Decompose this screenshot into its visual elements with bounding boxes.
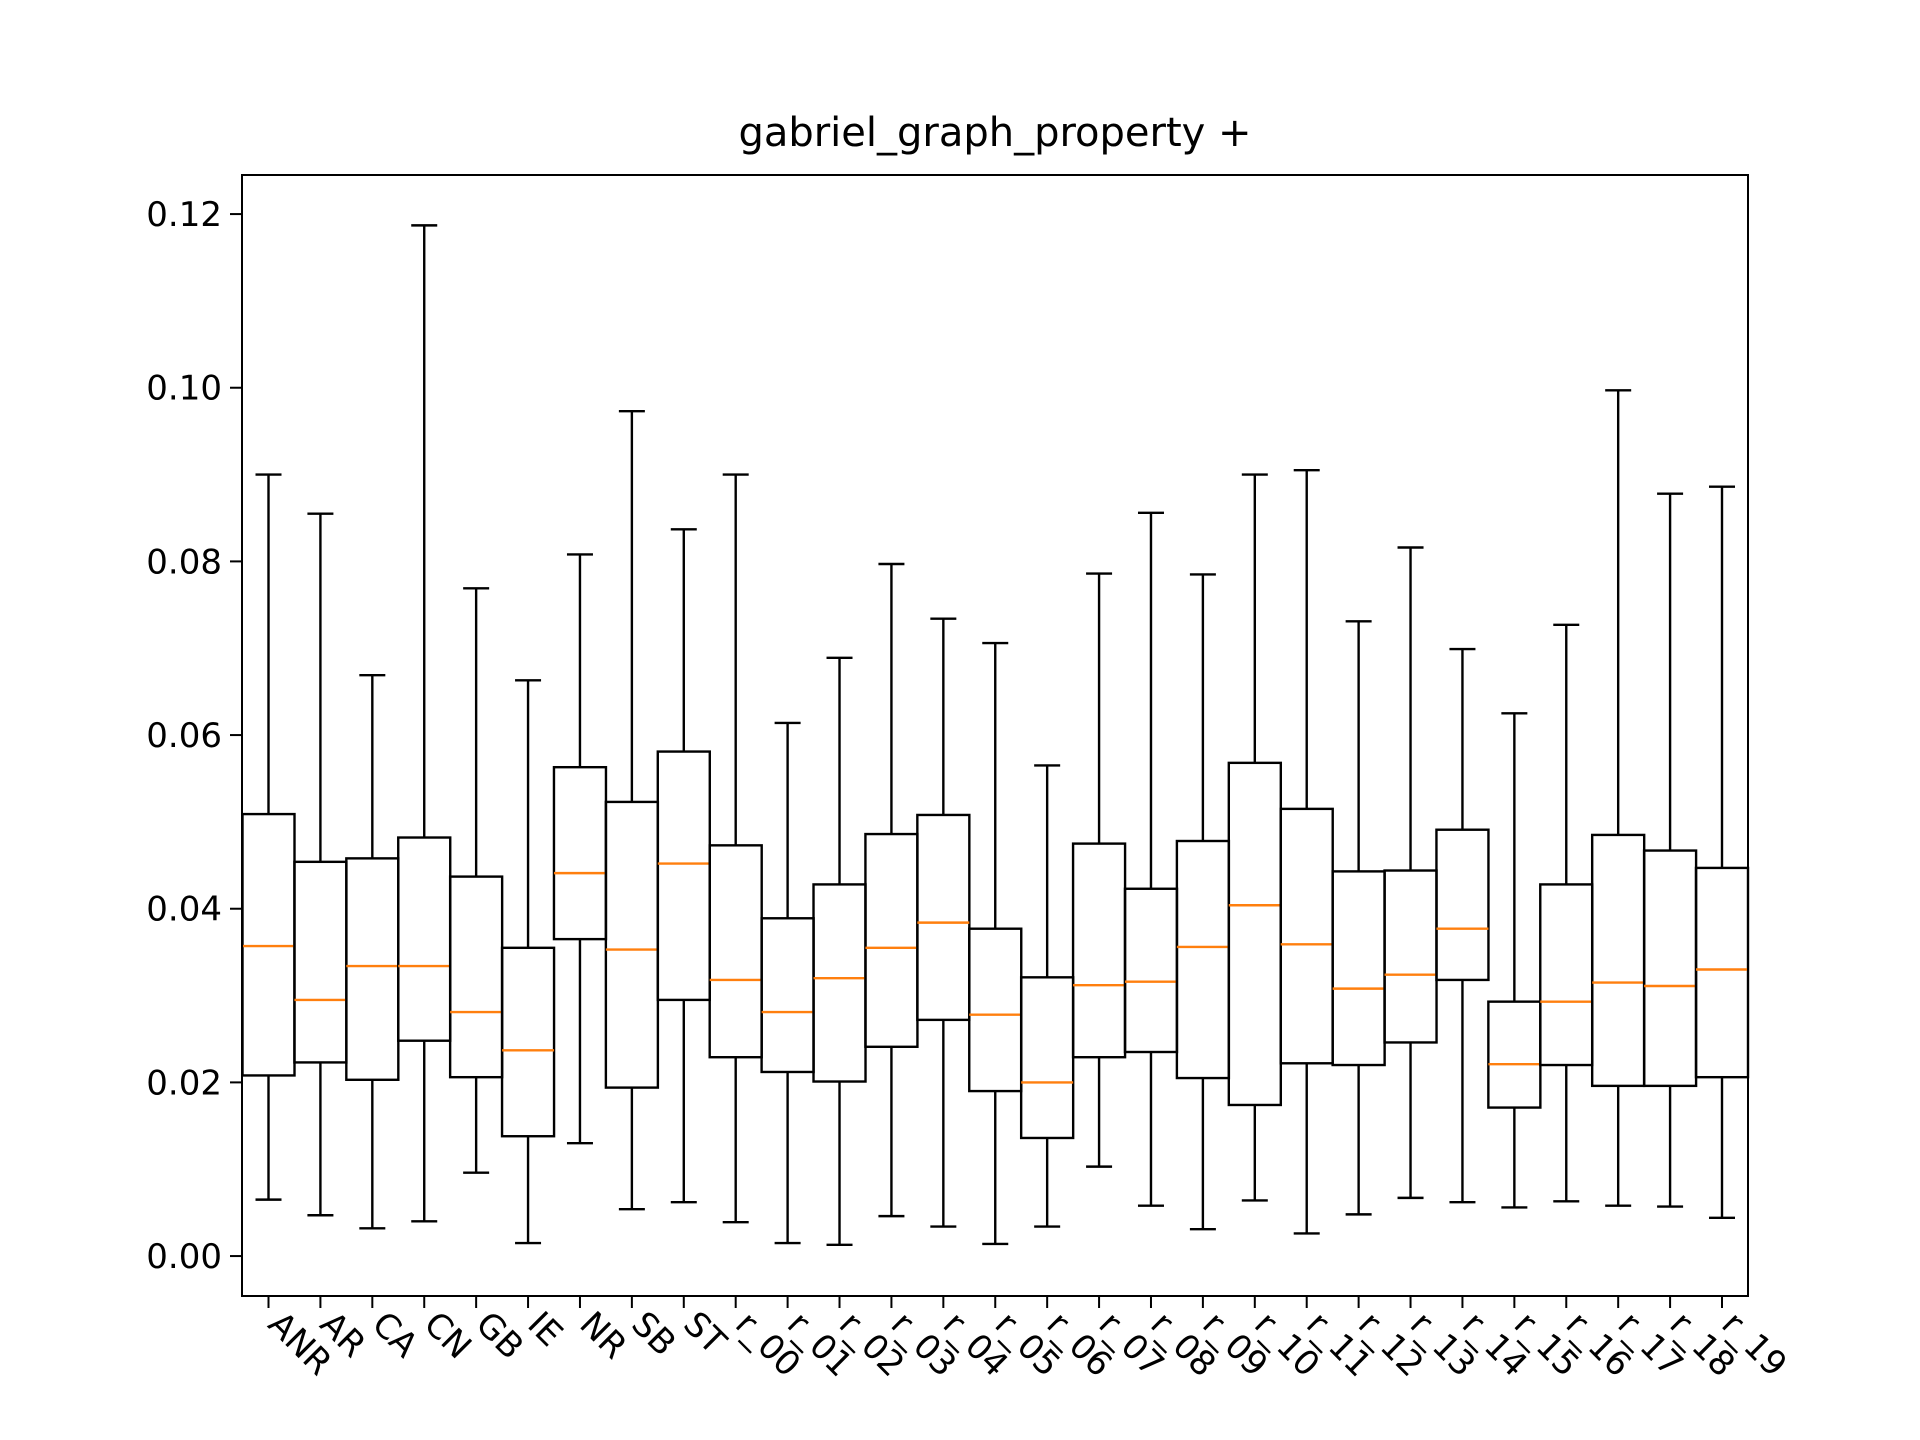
box-ST: [656, 528, 711, 1204]
y-tick-label: 0.08: [146, 542, 222, 582]
box-CA: [345, 673, 400, 1230]
y-tick-label: 0.10: [146, 369, 222, 409]
box-r_02: [812, 656, 867, 1246]
box-r_06: [1019, 764, 1075, 1228]
box-IE: [500, 679, 556, 1245]
y-tick-label: 0.12: [146, 195, 222, 235]
box-body: [1435, 828, 1490, 982]
box-r_04: [916, 617, 971, 1228]
box-r_11: [1279, 469, 1334, 1235]
box-body: [500, 946, 556, 1138]
box-NR: [552, 553, 608, 1145]
y-tick-label: 0.06: [146, 716, 222, 756]
plot-frame: [241, 174, 1749, 1297]
y-axis: 0.00 0.02 0.04 0.06 0.08 0.10 0.12: [146, 195, 242, 1277]
box-body: [916, 813, 971, 1022]
chart-title: gabriel_graph_property +: [738, 110, 1251, 156]
box-r_01: [760, 721, 815, 1245]
box-r_14: [1435, 647, 1490, 1204]
y-tick-label: 0.04: [146, 890, 222, 930]
y-tick-label: 0.02: [146, 1063, 222, 1103]
y-tick-label: 0.00: [146, 1237, 222, 1277]
box-r_00: [708, 473, 763, 1224]
plot-marks: [241, 224, 1750, 1246]
box-SB: [604, 409, 660, 1211]
